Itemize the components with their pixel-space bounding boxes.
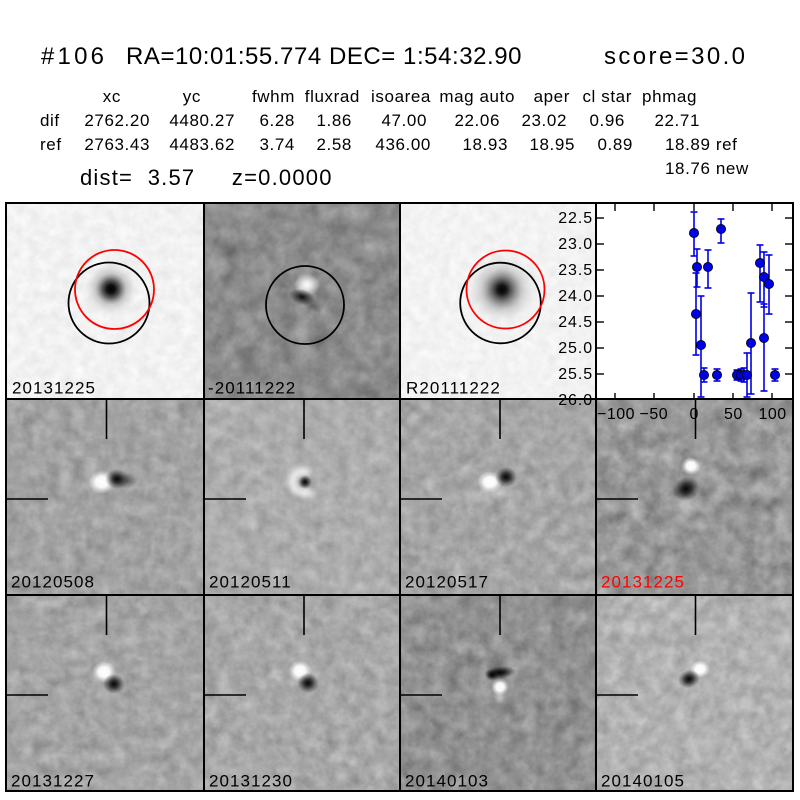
- svg-text:20140105: 20140105: [601, 772, 685, 791]
- svg-text:20131230: 20131230: [209, 772, 293, 791]
- svg-text:20131225: 20131225: [601, 573, 685, 592]
- svg-text:20120511: 20120511: [209, 573, 292, 592]
- svg-text:R20111222: R20111222: [406, 379, 501, 398]
- svg-text:20120517: 20120517: [405, 573, 489, 592]
- svg-text:20120508: 20120508: [11, 573, 95, 592]
- svg-text:-20111222: -20111222: [208, 379, 296, 398]
- svg-text:20131225: 20131225: [12, 379, 96, 398]
- svg-text:20140103: 20140103: [405, 772, 489, 791]
- svg-text:20131227: 20131227: [11, 772, 95, 791]
